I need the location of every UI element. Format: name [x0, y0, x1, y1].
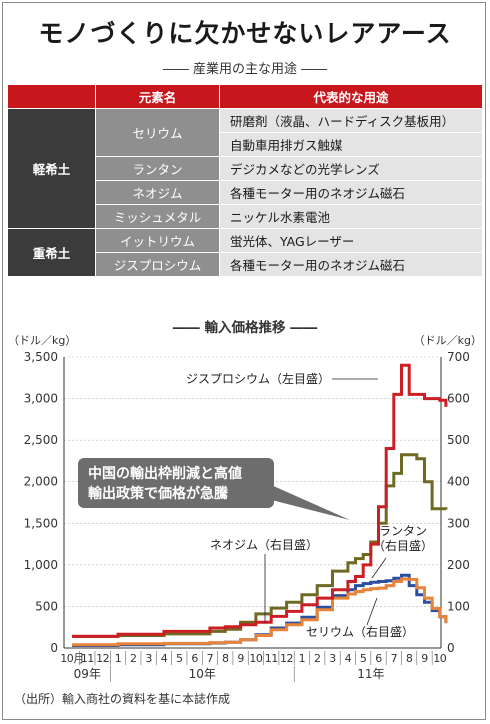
table-row: ミッシュメタル ニッケル水素電池	[8, 204, 483, 229]
x-tick-label: 1	[299, 652, 306, 665]
x-tick-label: 9	[421, 652, 428, 665]
table-subtitle: ―― 産業用の主な用途 ――	[162, 62, 328, 77]
figure-frame	[2, 2, 486, 720]
x-tick-label: 2	[314, 652, 321, 665]
x-tick-label: 5	[176, 652, 183, 665]
right-tick-label: 500	[447, 433, 470, 447]
x-tick-label: 8	[222, 652, 229, 665]
left-tick-label: 1,500	[24, 516, 58, 530]
table-row: ジスプロシウム 各種モーター用のネオジム磁石	[8, 252, 483, 277]
x-tick-label: 11	[265, 652, 278, 665]
x-tick-label: 4	[345, 652, 352, 665]
x-year-label: 11年	[357, 667, 384, 681]
uses-table: 元素名 代表的な用途 軽希土 セリウム 研磨剤（液晶、ハードディスク基板用） 自…	[7, 84, 483, 277]
x-tick-label: 3	[145, 652, 152, 665]
use-cell: 蛍光体、YAGレーザー	[219, 228, 483, 253]
table-row: ランタン デジカメなどの光学レンズ	[8, 156, 483, 181]
left-tick-label: 3,500	[24, 350, 58, 364]
header-uses: 代表的な用途	[219, 84, 483, 109]
x-tick-label: 7	[391, 652, 398, 665]
use-cell: ニッケル水素電池	[219, 204, 483, 229]
source-note: （出所）輸入商社の資料を基に本誌作成	[14, 692, 231, 706]
use-cell: 研磨剤（液晶、ハードディスク基板用）	[219, 108, 483, 133]
right-tick-label: 700	[447, 350, 470, 364]
x-tick-label: 6	[375, 652, 382, 665]
use-cell: デジカメなどの光学レンズ	[219, 156, 483, 181]
leader-line	[366, 597, 378, 626]
element-neodymium: ネオジム	[95, 180, 220, 205]
x-tick-label: 3	[329, 652, 336, 665]
x-tick-label: 9	[237, 652, 244, 665]
header-blank	[7, 84, 96, 109]
right-tick-label: 300	[447, 516, 470, 530]
x-tick-label: 12	[280, 652, 293, 665]
right-tick-label: 200	[447, 558, 470, 572]
right-tick-label: 100	[447, 599, 470, 613]
series-label-lanthanum: ランタン	[379, 524, 427, 538]
right-tick-label: 400	[447, 475, 470, 489]
left-tick-label: 1,000	[24, 558, 58, 572]
series-line	[72, 363, 448, 638]
series-label-neodymium: ネオジム（右目盛）	[210, 537, 318, 552]
left-tick-label: 2,000	[24, 475, 58, 489]
left-tick-label: 2,500	[24, 433, 58, 447]
category-heavy: 重希土	[7, 228, 96, 277]
annotation-text: 中国の輸出枠削減と高値	[88, 465, 242, 482]
price-chart: （ドル／kg） （ドル／kg） 0 500 1,000 1,500 2,000 2,500 3,…	[8, 334, 482, 682]
x-tick-label: 4	[161, 652, 168, 665]
page-title: モノづくりに欠かせないレアアース	[38, 19, 452, 48]
left-axis-unit: （ドル／kg）	[8, 334, 76, 347]
use-cell: 各種モーター用のネオジム磁石	[219, 180, 483, 205]
x-tick-label: 10月	[60, 652, 84, 665]
table-row: 重希土 イットリウム 蛍光体、YAGレーザー	[7, 228, 483, 277]
category-light: 軽希土	[7, 108, 96, 229]
annotation-text: 輸出政策で価格が急騰	[88, 485, 229, 502]
x-tick-label: 12	[96, 652, 109, 665]
x-tick-label: 11	[81, 652, 94, 665]
annotation-box	[78, 458, 274, 508]
left-tick-label: 500	[35, 599, 58, 613]
element-mischmetal: ミッシュメタル	[95, 204, 220, 229]
x-tick-label: 7	[207, 652, 214, 665]
series-label-lanthanum: （右目盛）	[373, 538, 433, 553]
series-label-cerium: セリウム（右目盛）	[306, 624, 414, 639]
left-tick-label: 0	[50, 641, 58, 655]
right-tick-label: 600	[447, 392, 470, 406]
element-lanthanum: ランタン	[95, 156, 220, 181]
chart-title: ―― 輸入価格推移 ――	[172, 320, 318, 336]
series-label-dysprosium: ジスプロシウム（左目盛）	[186, 371, 330, 386]
x-year-label: 09年	[74, 667, 101, 681]
series-line	[72, 577, 448, 647]
right-axis-unit: （ドル／kg）	[414, 334, 482, 347]
x-tick-label: 8	[406, 652, 413, 665]
x-tick-label: 10	[433, 652, 446, 665]
x-tick-label: 10	[249, 652, 262, 665]
right-tick-label: 0	[447, 641, 455, 655]
x-year-label: 10年	[189, 667, 216, 681]
leader-line	[371, 557, 387, 579]
table-header-row: 元素名 代表的な用途	[7, 84, 483, 109]
use-cell: 自動車用排ガス触媒	[219, 132, 483, 157]
use-cell: 各種モーター用のネオジム磁石	[219, 252, 483, 277]
x-tick-label: 6	[191, 652, 198, 665]
table-row: ネオジム 各種モーター用のネオジム磁石	[8, 180, 483, 205]
element-cerium: セリウム	[95, 108, 220, 157]
x-tick-label: 5	[360, 652, 367, 665]
element-yttrium: イットリウム	[95, 228, 220, 253]
left-tick-label: 3,000	[24, 392, 58, 406]
element-dysprosium: ジスプロシウム	[95, 252, 220, 277]
table-row: 軽希土 セリウム 研磨剤（液晶、ハードディスク基板用）	[7, 108, 483, 229]
x-tick-label: 1	[115, 652, 122, 665]
header-element: 元素名	[95, 84, 220, 109]
x-tick-label: 2	[130, 652, 137, 665]
